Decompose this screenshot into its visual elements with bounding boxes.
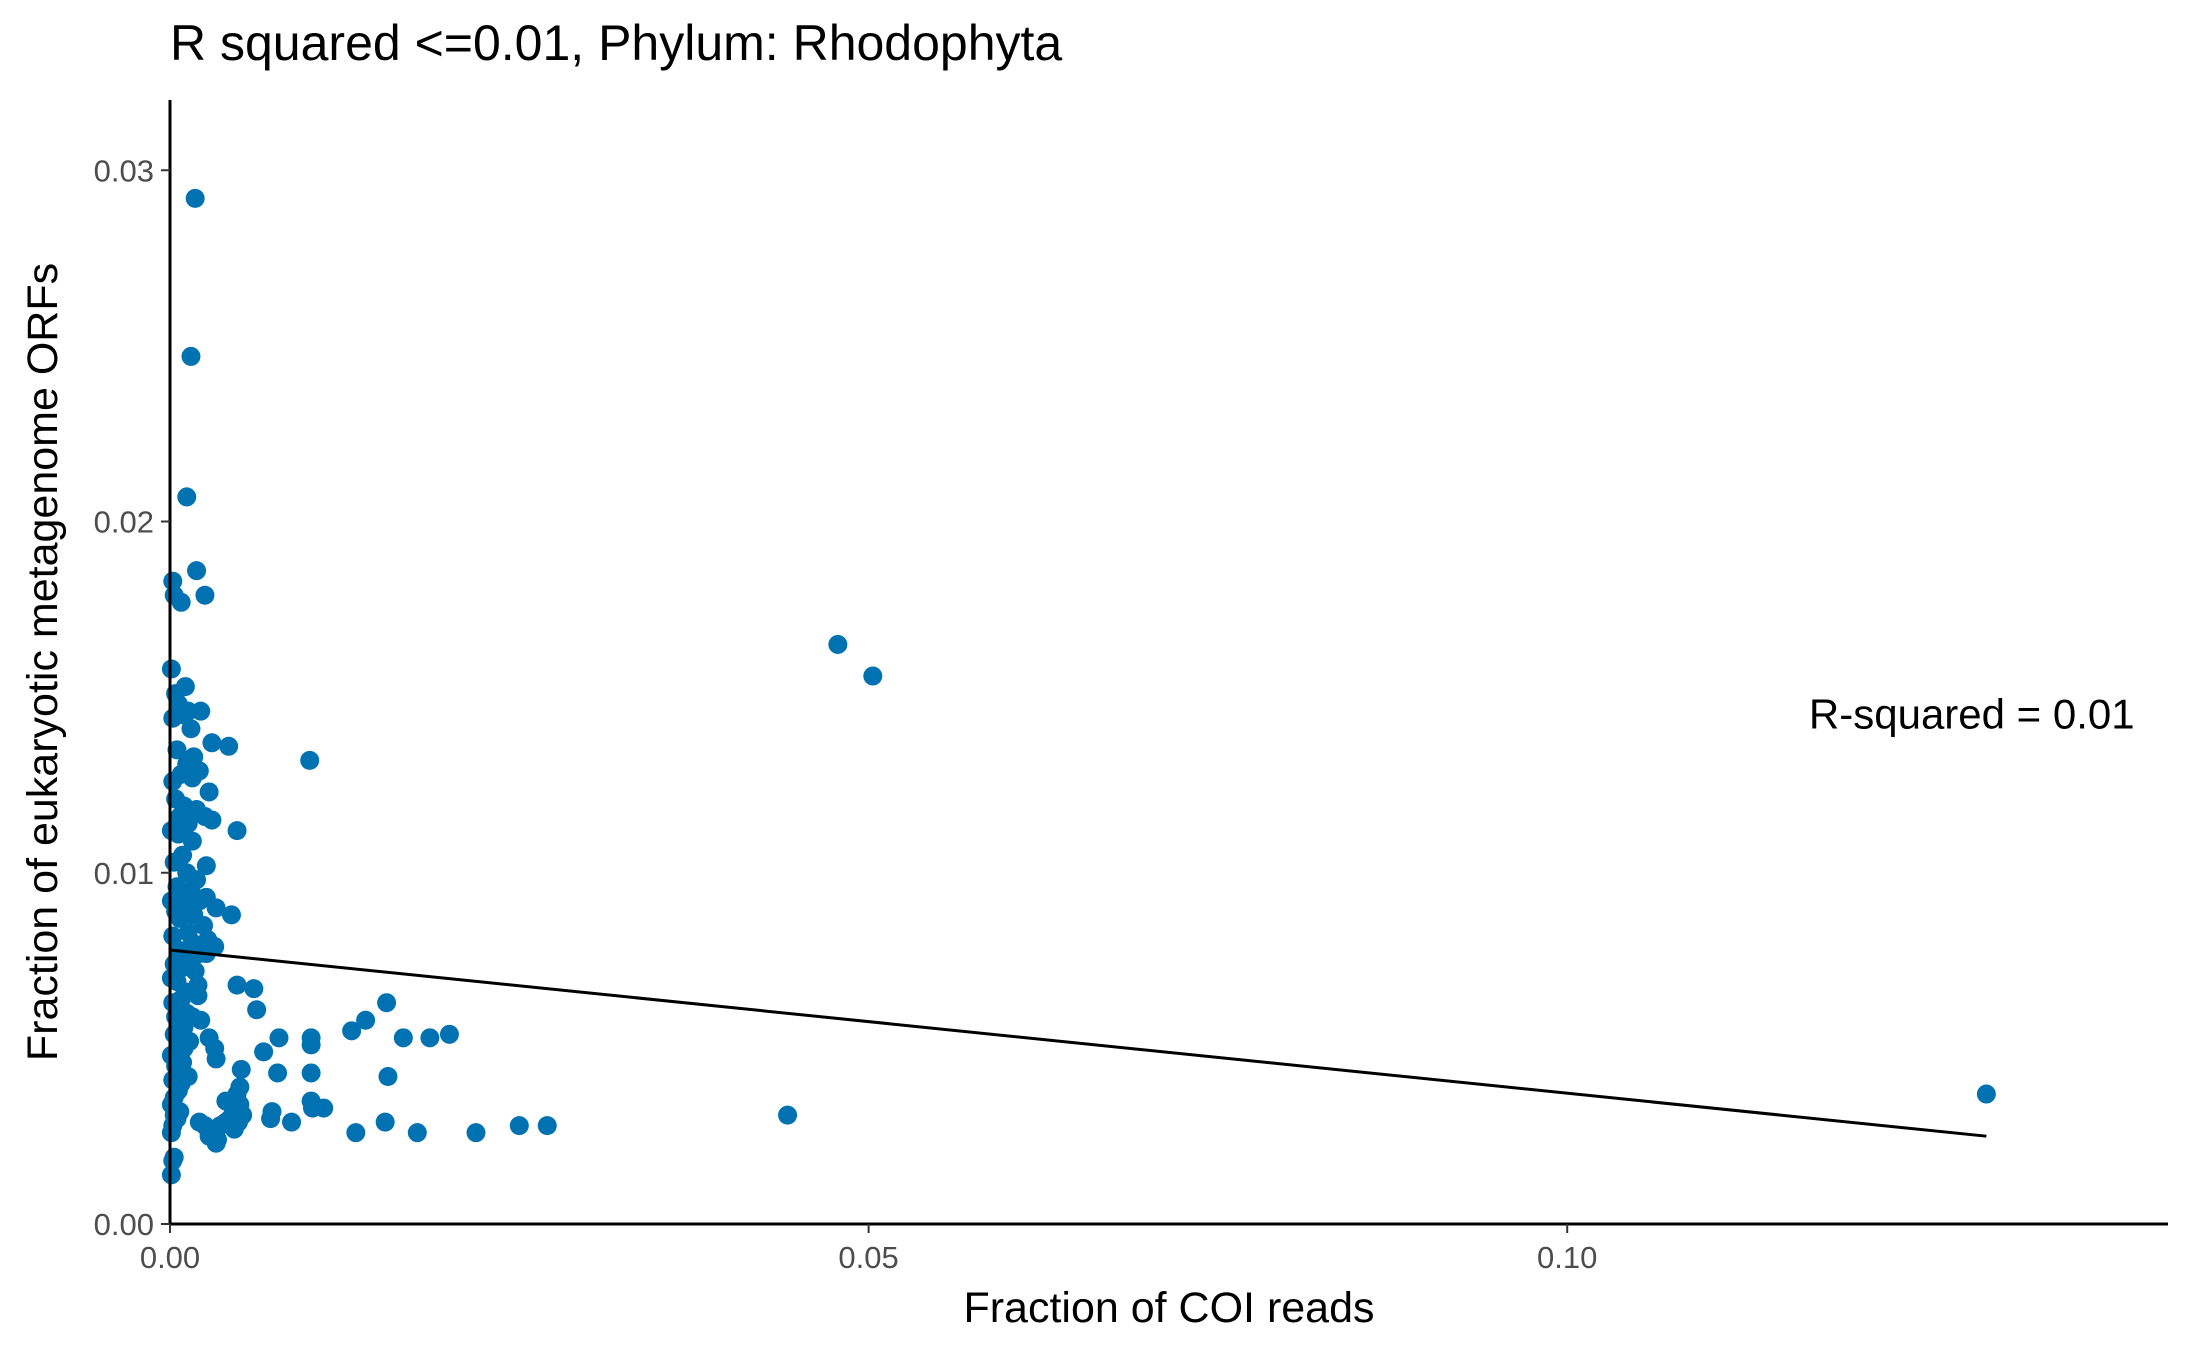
data-point xyxy=(247,1000,267,1020)
data-point xyxy=(206,1049,226,1069)
y-axis-ticks: 0.00 0.01 0.02 0.03 xyxy=(94,153,170,1242)
data-point xyxy=(185,961,205,981)
data-point xyxy=(778,1105,798,1125)
data-point xyxy=(268,1063,288,1083)
data-point xyxy=(377,993,397,1013)
data-point xyxy=(199,782,219,802)
regression-line xyxy=(169,948,1987,1138)
x-tick-label: 0.05 xyxy=(838,1240,898,1275)
data-point xyxy=(439,1024,459,1044)
data-point xyxy=(175,677,195,697)
data-point xyxy=(221,905,241,925)
data-point xyxy=(224,1119,244,1139)
data-point xyxy=(466,1123,486,1143)
data-point xyxy=(254,1042,274,1062)
data-point xyxy=(163,708,183,728)
data-point xyxy=(244,979,264,999)
data-point xyxy=(206,1133,226,1153)
data-point xyxy=(393,1028,413,1048)
data-point xyxy=(828,634,848,654)
data-point xyxy=(231,1059,251,1079)
y-tick-label: 0.00 xyxy=(94,1207,154,1242)
r-squared-annotation: R-squared = 0.01 xyxy=(1809,691,2135,738)
x-axis-title: Fraction of COI reads xyxy=(963,1284,1374,1332)
data-point xyxy=(187,561,207,581)
chart-title: R squared <=0.01, Phylum: Rhodophyta xyxy=(170,15,1062,71)
data-point xyxy=(420,1028,440,1048)
data-point xyxy=(346,1123,366,1143)
data-point xyxy=(342,1021,362,1041)
data-point xyxy=(269,1028,289,1048)
data-point xyxy=(300,750,320,770)
data-point xyxy=(509,1116,529,1136)
data-point xyxy=(191,701,211,721)
plot-area xyxy=(161,188,1996,1185)
data-point xyxy=(196,856,216,876)
data-point xyxy=(227,821,247,841)
data-point xyxy=(378,1066,398,1086)
data-point xyxy=(163,993,183,1013)
data-point xyxy=(182,831,202,851)
data-point xyxy=(163,571,183,591)
data-point xyxy=(356,1010,376,1030)
data-point xyxy=(206,898,226,918)
x-tick-label: 0.00 xyxy=(140,1240,200,1275)
data-point xyxy=(537,1116,557,1136)
data-point xyxy=(227,975,247,995)
data-point xyxy=(301,1035,321,1055)
data-point xyxy=(182,768,202,788)
data-point xyxy=(188,986,208,1006)
x-tick-label: 0.10 xyxy=(1537,1240,1597,1275)
data-point xyxy=(407,1123,427,1143)
y-tick-label: 0.02 xyxy=(94,505,154,540)
data-point xyxy=(282,1112,302,1132)
data-point xyxy=(181,346,201,366)
data-point xyxy=(375,1112,395,1132)
data-point xyxy=(191,1010,211,1030)
data-point xyxy=(170,908,190,928)
data-point xyxy=(195,585,215,605)
y-axis-title: Fraction of eukaryotic metagenome ORFs xyxy=(19,263,67,1061)
data-point xyxy=(219,736,239,756)
data-point xyxy=(181,719,201,739)
data-point xyxy=(863,666,883,686)
data-point xyxy=(167,740,187,760)
data-point xyxy=(163,1151,183,1171)
y-tick-label: 0.01 xyxy=(94,856,154,891)
data-point xyxy=(163,771,183,791)
data-point xyxy=(261,1109,281,1129)
data-point xyxy=(301,1063,321,1083)
data-point xyxy=(303,1098,323,1118)
data-point xyxy=(185,188,205,208)
data-point xyxy=(1976,1084,1996,1104)
data-point xyxy=(202,733,222,753)
data-point xyxy=(202,810,222,830)
x-axis-ticks: 0.00 0.05 0.10 xyxy=(140,1224,1597,1275)
data-point xyxy=(177,487,197,507)
y-tick-label: 0.03 xyxy=(94,153,154,188)
data-point xyxy=(171,592,191,612)
